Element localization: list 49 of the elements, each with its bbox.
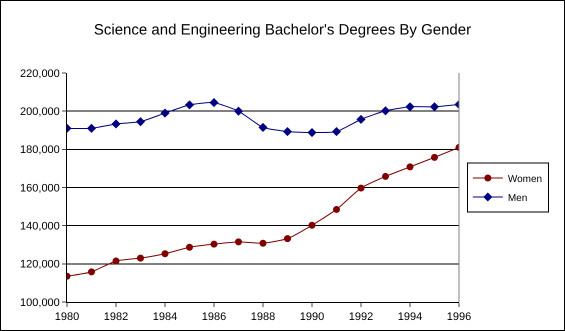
point (358, 184, 364, 192)
point (332, 127, 342, 136)
y-tick-label: 220,000 (20, 68, 60, 80)
point (86, 124, 96, 133)
point (333, 206, 340, 213)
point (112, 257, 120, 264)
point (137, 254, 144, 262)
point (235, 238, 242, 246)
point (234, 106, 244, 116)
point (282, 127, 292, 136)
point (186, 244, 193, 251)
point (406, 163, 414, 170)
x-tick-label: 1980 (54, 311, 80, 324)
point (210, 240, 218, 248)
point (308, 222, 316, 229)
x-tick-label: 1982 (104, 311, 128, 324)
point (430, 102, 440, 112)
y-tick-label: 200,000 (20, 106, 60, 118)
x-tick-label: 1990 (300, 311, 324, 324)
point (405, 102, 415, 112)
y-tick-label: 140,000 (20, 220, 60, 233)
point (382, 172, 389, 180)
point (184, 100, 194, 110)
x-tick-label: 1986 (202, 311, 226, 324)
y-tick-label: 180,000 (20, 144, 60, 156)
point (431, 154, 438, 161)
x-tick-label: 1992 (348, 311, 374, 324)
x-tick-label: 1988 (250, 311, 276, 324)
point (260, 240, 266, 247)
point (209, 98, 219, 108)
point (356, 114, 366, 124)
point (136, 117, 146, 126)
y-tick-label: 160,000 (20, 182, 60, 194)
x-tick-label: 1994 (398, 311, 422, 324)
point (380, 106, 390, 116)
x-tick-label: 1984 (152, 311, 178, 324)
point (88, 268, 95, 276)
point (284, 235, 291, 242)
y-tick-label: 100,000 (20, 296, 60, 309)
x-tick-label: 1996 (446, 311, 472, 324)
point (160, 108, 170, 118)
point (307, 128, 317, 138)
point (258, 122, 268, 132)
point (162, 250, 168, 258)
legend-label: Women (508, 174, 542, 185)
y-tick-label: 120,000 (20, 258, 60, 271)
legend-label: Men (508, 192, 528, 204)
point (111, 119, 121, 128)
chart-title: Science and Engineering Bachelor's Degrees By Gender (94, 22, 472, 39)
